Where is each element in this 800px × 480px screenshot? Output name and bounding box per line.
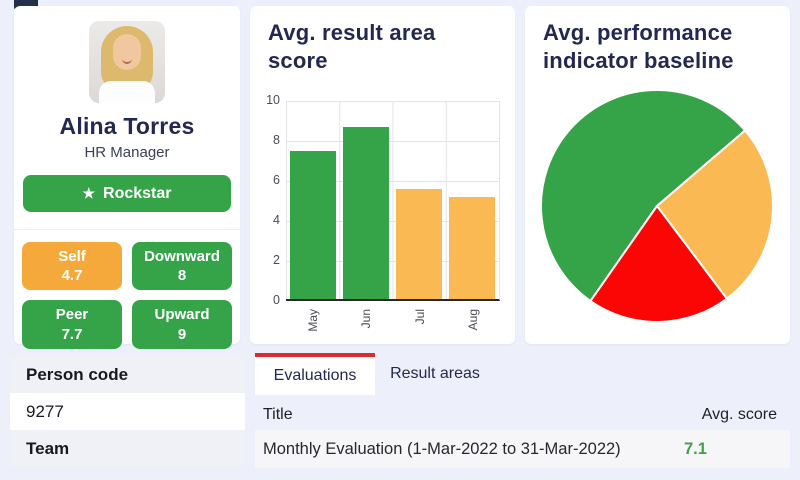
score-chip-label: Peer bbox=[55, 306, 89, 324]
badge-label: Rockstar bbox=[103, 184, 172, 202]
score-chip-downward: Downward 8 bbox=[132, 242, 232, 291]
score-chip-label: Downward bbox=[144, 248, 220, 265]
bar-chart-plot bbox=[286, 101, 500, 301]
x-tick-label: May bbox=[305, 309, 320, 332]
score-chip-value: 8 bbox=[177, 267, 187, 285]
score-chip-label: Self bbox=[58, 248, 86, 265]
tab-result-areas[interactable]: Result areas bbox=[390, 365, 480, 382]
pie-slice-orange bbox=[656, 129, 774, 300]
bar-slot-jul bbox=[393, 101, 446, 299]
person-name: Alina Torres bbox=[59, 113, 195, 139]
bar-chart-card: Avg. result area score 0 2 4 6 8 10 May Jun Jul… bbox=[250, 6, 515, 344]
x-tick-label: Aug bbox=[466, 309, 481, 331]
score-chip-peer: Peer 7.7 bbox=[22, 300, 122, 349]
score-chip-value: 4.7 bbox=[61, 267, 83, 285]
x-axis-labels: May Jun Jul Aug bbox=[286, 305, 500, 345]
detail-row-team: Team bbox=[10, 430, 245, 467]
pie-slice-red bbox=[589, 205, 728, 323]
star-icon: ★ bbox=[82, 185, 96, 201]
evaluation-row[interactable]: Monthly Evaluation (1-Mar-2022 to 31-Mar… bbox=[255, 430, 790, 468]
rockstar-badge: ★ Rockstar bbox=[23, 175, 231, 212]
score-chip-upward: Upward 9 bbox=[132, 300, 232, 349]
score-chip-self: Self 4.7 bbox=[22, 242, 122, 291]
bar-may bbox=[289, 151, 336, 299]
x-tick-label: Jun bbox=[359, 309, 374, 329]
x-label-slot: Jul bbox=[393, 305, 447, 345]
profile-card: Alina Torres HR Manager ★ Rockstar Self 4… bbox=[14, 6, 240, 349]
column-header-title: Title bbox=[263, 406, 293, 423]
bar-jun bbox=[342, 127, 389, 299]
detail-row-person-code: Person code bbox=[10, 356, 245, 393]
bar-slot-jun bbox=[339, 101, 392, 299]
avatar-smile bbox=[122, 59, 132, 64]
bar-slot-may bbox=[286, 101, 339, 299]
x-label-slot: Aug bbox=[447, 305, 501, 345]
evaluation-title: Monthly Evaluation (1-Mar-2022 to 31-Mar… bbox=[263, 439, 621, 458]
evaluation-avg-score: 7.1 bbox=[684, 439, 707, 458]
pie-chart-title: Avg. performance indicator baseline bbox=[543, 20, 734, 74]
tab-bar: Evaluations Result areas bbox=[255, 353, 495, 395]
y-tick-label: 8 bbox=[273, 133, 280, 147]
score-chip-value: 7.7 bbox=[61, 325, 83, 343]
evaluations-table-body: Monthly Evaluation (1-Mar-2022 to 31-Mar… bbox=[255, 430, 790, 468]
score-chip-value: 9 bbox=[177, 325, 187, 343]
score-chip-label: Upward bbox=[154, 306, 210, 324]
bar-slot-aug bbox=[446, 101, 499, 299]
bar-aug bbox=[449, 197, 496, 299]
y-tick-label: 6 bbox=[273, 173, 280, 187]
column-header-avg-score: Avg. score bbox=[701, 406, 777, 423]
x-label-slot: May bbox=[286, 305, 340, 345]
tab-evaluations[interactable]: Evaluations bbox=[255, 353, 375, 395]
avatar-body bbox=[99, 81, 155, 103]
score-chips: Self 4.7 Downward 8 Peer 7.7 Upward 9 bbox=[14, 230, 240, 349]
y-tick-label: 2 bbox=[273, 253, 280, 267]
pie-chart-card: Avg. performance indicator baseline bbox=[525, 6, 790, 344]
pie-chart bbox=[540, 89, 774, 323]
divider bbox=[14, 229, 240, 230]
detail-row-9277: 9277 bbox=[10, 393, 245, 430]
bar-chart-title: Avg. result area score bbox=[268, 20, 436, 74]
corner-tab bbox=[14, 0, 38, 11]
bar-jul bbox=[396, 189, 443, 299]
person-details-table: Person code 9277 Team bbox=[10, 356, 245, 467]
avatar bbox=[89, 21, 165, 103]
person-role: HR Manager bbox=[84, 144, 170, 161]
x-tick-label: Jul bbox=[412, 309, 427, 325]
pie-slice-green bbox=[540, 89, 747, 303]
y-tick-label: 0 bbox=[273, 293, 280, 307]
y-tick-label: 10 bbox=[266, 93, 280, 107]
y-tick-label: 4 bbox=[273, 213, 280, 227]
evaluations-table-header: Title Avg. score bbox=[255, 402, 790, 428]
x-label-slot: Jun bbox=[340, 305, 394, 345]
avatar-face bbox=[113, 34, 141, 70]
